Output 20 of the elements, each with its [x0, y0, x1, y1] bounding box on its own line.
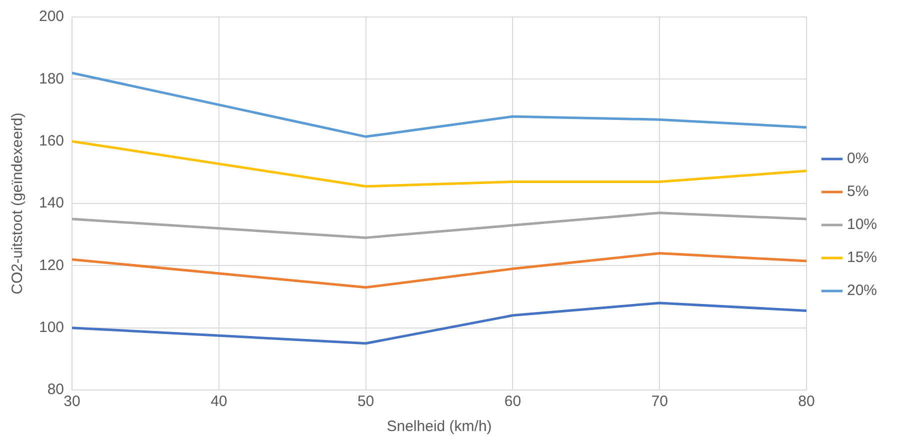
y-tick-label: 120 [38, 256, 64, 274]
y-tick-label: 80 [47, 381, 64, 398]
y-tick-label: 160 [38, 132, 64, 150]
y-tick-label: 180 [38, 70, 64, 88]
x-tick-label: 30 [64, 393, 80, 410]
x-tick-label: 60 [504, 393, 522, 410]
x-tick-label: 70 [651, 393, 668, 410]
legend-label: 15% [846, 249, 878, 266]
x-tick-label: 50 [357, 393, 374, 410]
legend-label: 5% [846, 183, 869, 200]
legend-label: 0% [846, 150, 869, 168]
x-tick-label: 40 [210, 393, 228, 410]
legend-label: 20% [846, 282, 878, 300]
x-axis-title: Snelheid (km/h) [386, 418, 492, 436]
y-tick-label: 200 [38, 8, 64, 26]
x-tick-label: 80 [798, 393, 815, 410]
y-tick-label: 140 [38, 194, 64, 212]
y-axis-title: CO2-uitstoot (geïndexeerd) [9, 112, 26, 294]
legend-label: 10% [846, 216, 878, 234]
y-tick-label: 100 [38, 318, 64, 336]
